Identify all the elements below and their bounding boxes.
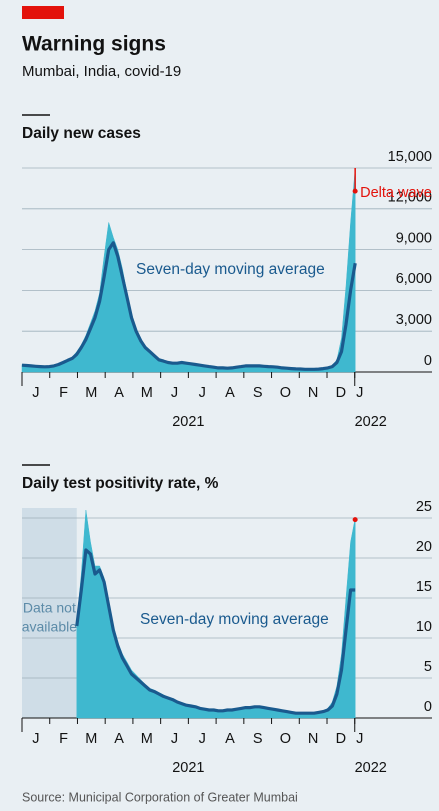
year-label: 2021 (172, 414, 204, 430)
y-tick-label: 0 (424, 353, 432, 369)
x-tick-label: F (59, 731, 68, 747)
source: Source: Municipal Corporation of Greater… (22, 790, 298, 804)
x-tick-label: D (336, 385, 346, 401)
x-tick-label: J (32, 385, 39, 401)
x-tick-label: M (85, 731, 97, 747)
x-tick-label: A (225, 385, 235, 401)
y-tick-label: 3,000 (396, 312, 432, 328)
annotation-dot (352, 517, 358, 523)
x-tick-label: M (85, 385, 97, 401)
x-tick-label: A (114, 385, 124, 401)
na-label: Data not (23, 600, 76, 616)
x-tick-label: N (308, 385, 318, 401)
na-region (22, 508, 77, 718)
x-tick-label: A (114, 731, 124, 747)
na-label: available (22, 619, 77, 635)
x-tick-label: J (356, 385, 363, 401)
year-label: 2022 (355, 414, 387, 430)
panel-title: Daily new cases (22, 125, 141, 142)
x-tick-label: M (141, 385, 153, 401)
annotation-label: Delta wave (360, 185, 432, 201)
brand-bar (22, 6, 64, 19)
y-tick-label: 5 (424, 659, 432, 675)
y-tick-label: 10 (416, 619, 432, 635)
y-tick-label: 0 (424, 699, 432, 715)
x-tick-label: O (280, 385, 291, 401)
x-tick-label: D (336, 731, 346, 747)
subtitle: Mumbai, India, covid-19 (22, 63, 181, 80)
annotation-dot (352, 188, 358, 194)
y-tick-label: 15 (416, 579, 432, 595)
moving-average-line (21, 241, 357, 371)
x-tick-label: J (171, 385, 178, 401)
year-label: 2022 (355, 760, 387, 776)
x-tick-label: J (356, 731, 363, 747)
moving-average-line (75, 548, 356, 715)
series-label: Seven-day moving average (140, 611, 329, 628)
y-tick-label: 15,000 (388, 149, 432, 165)
x-tick-label: F (59, 385, 68, 401)
x-tick-label: J (199, 385, 206, 401)
x-tick-label: A (225, 731, 235, 747)
x-tick-label: J (171, 731, 178, 747)
year-label: 2021 (172, 760, 204, 776)
panel-title: Daily test positivity rate, % (22, 475, 219, 492)
y-tick-label: 6,000 (396, 271, 432, 287)
title: Warning signs (22, 33, 166, 56)
x-tick-label: O (280, 731, 291, 747)
x-tick-label: S (253, 385, 263, 401)
x-tick-label: N (308, 731, 318, 747)
x-tick-label: J (199, 731, 206, 747)
y-tick-label: 20 (416, 539, 432, 555)
x-tick-label: S (253, 731, 263, 747)
y-tick-label: 9,000 (396, 230, 432, 246)
series-label: Seven-day moving average (136, 261, 325, 278)
y-tick-label: 25 (416, 499, 432, 515)
x-tick-label: J (32, 731, 39, 747)
y-tick-label: 12,000 (388, 190, 432, 206)
x-tick-label: M (141, 731, 153, 747)
